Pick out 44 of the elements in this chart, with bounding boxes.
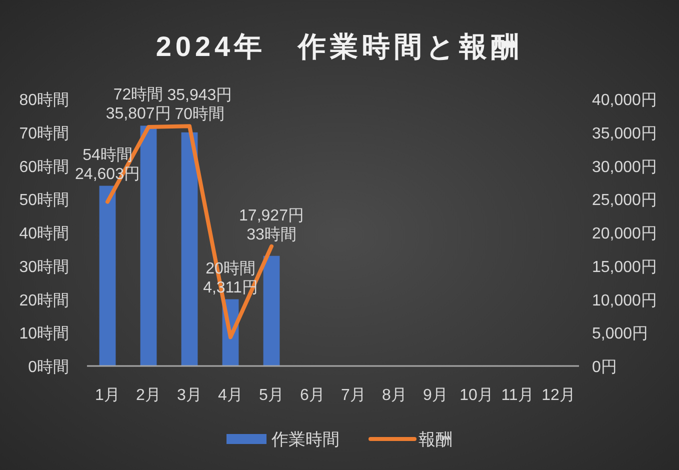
data-label: 70時間 [174,105,225,124]
data-label: 17,927円 [239,207,304,224]
y2-tick-label: 0円 [592,359,617,376]
x-tick-label: 11月 [501,387,534,404]
data-label: 33時間 [246,225,296,244]
y-tick-label: 30時間 [19,258,69,276]
y2-tick-label: 30,000円 [592,158,657,176]
y-tick-label: 0時間 [28,358,69,376]
x-tick-label: 1月 [95,387,120,404]
x-tick-label: 3月 [177,387,202,404]
bar [140,126,157,366]
y2-tick-label: 15,000円 [592,258,657,276]
y2-tick-label: 10,000円 [592,292,657,310]
legend-label: 作業時間 [270,430,340,449]
chart-title: 2024年 作業時間と報酬 [156,31,524,62]
y2-tick-label: 40,000円 [592,92,657,109]
x-tick-label: 7月 [341,387,366,404]
x-tick-label: 5月 [259,387,284,404]
y2-tick-label: 5,000円 [592,326,648,343]
x-tick-label: 9月 [423,387,448,404]
data-label: 72時間 [113,86,164,104]
y-tick-label: 20時間 [19,291,69,310]
y-tick-label: 80時間 [19,91,69,109]
x-tick-label: 4月 [218,387,243,404]
x-tick-label: 2月 [136,387,161,404]
data-label: 35,807円 [106,106,171,123]
x-tick-label: 12月 [542,387,576,404]
data-label: 35,943円 [167,87,232,104]
bar [181,132,198,366]
bar [99,186,116,366]
data-label: 54時間 [82,146,132,164]
y-tick-label: 70時間 [19,124,69,142]
x-tick-label: 10月 [460,387,494,404]
legend-label: 報酬 [418,430,452,449]
y-tick-label: 50時間 [19,191,69,210]
y-tick-label: 10時間 [19,324,69,343]
y2-tick-label: 25,000円 [592,192,657,210]
y-tick-label: 40時間 [19,224,69,242]
bar [263,256,280,366]
y-tick-label: 60時間 [19,158,69,176]
y2-tick-label: 35,000円 [592,125,657,142]
x-tick-label: 8月 [382,387,407,404]
y2-tick-label: 20,000円 [592,226,657,242]
x-tick-label: 6月 [300,387,325,404]
